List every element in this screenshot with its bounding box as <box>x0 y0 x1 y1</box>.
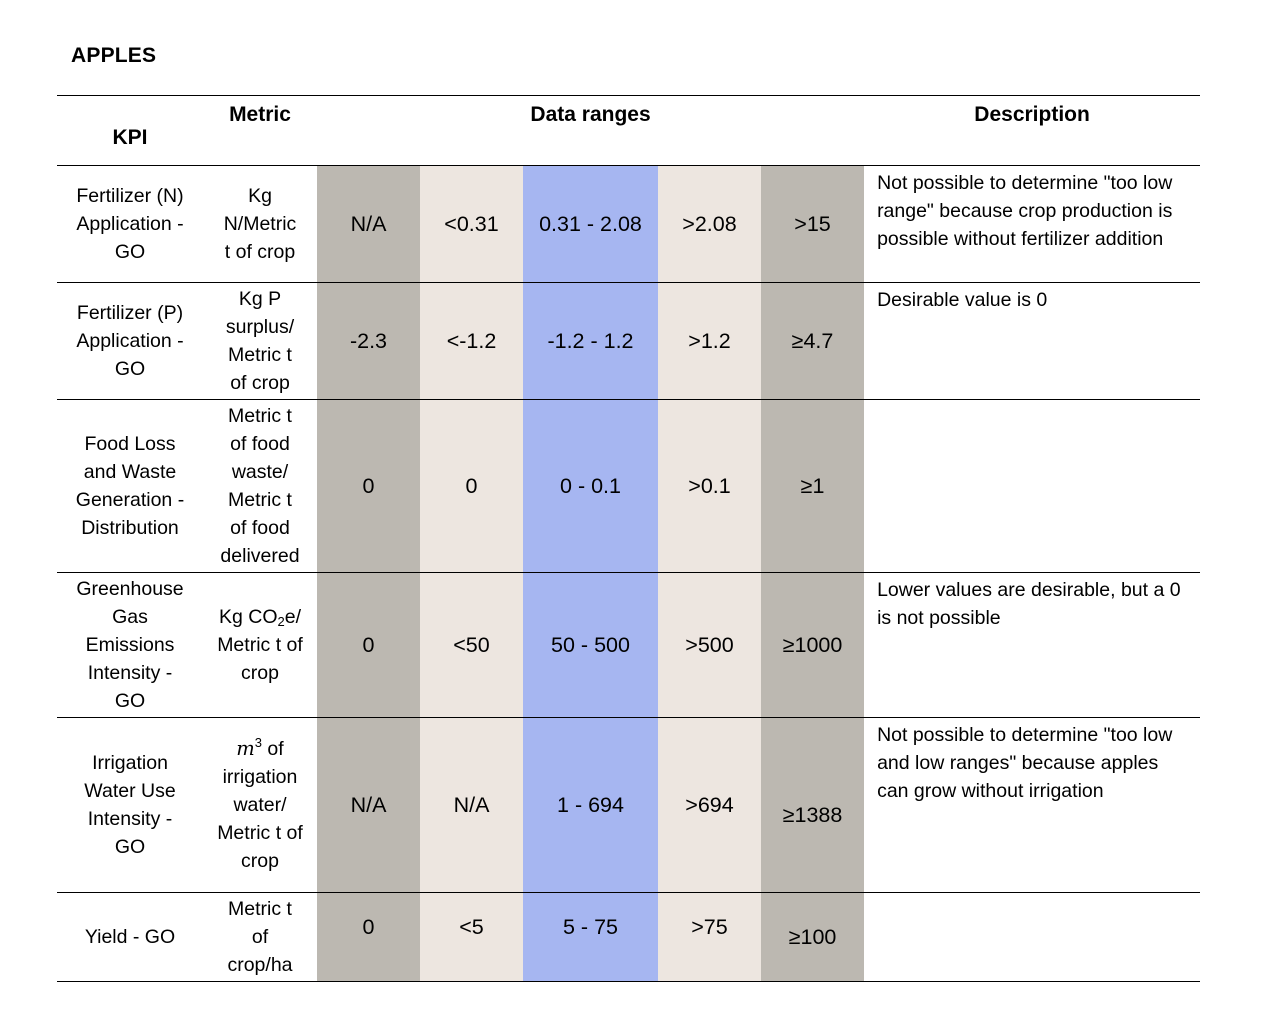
metric-cell: Kg CO2e/ Metric t of crop <box>203 572 317 718</box>
range-too-low: N/A <box>317 165 420 283</box>
range-too-high: ≥4.7 <box>761 282 865 400</box>
range-low: <-1.2 <box>420 282 523 400</box>
description-cell: Desirable value is 0 <box>864 282 1201 400</box>
range-too-high: ≥100 <box>761 892 865 982</box>
table-row: Yield - GO Metric t of crop/ha 0 <5 5 - 75… <box>57 892 1201 982</box>
range-low: <0.31 <box>420 165 523 283</box>
range-low: N/A <box>420 717 523 893</box>
range-too-high: >15 <box>761 165 865 283</box>
range-too-high: ≥1000 <box>761 572 865 718</box>
range-too-high: ≥1 <box>761 399 865 573</box>
metric-prefix: Kg CO <box>218 606 278 628</box>
metric-math-symbol: m <box>236 737 255 760</box>
range-high: >75 <box>658 892 761 982</box>
range-too-high: ≥1388 <box>761 717 865 893</box>
kpi-cell: Greenhouse Gas Emissions Intensity - GO <box>57 572 203 718</box>
header-kpi: KPI <box>57 95 203 166</box>
range-desirable: 5 - 75 <box>523 892 658 982</box>
kpi-table: KPI Metric Data ranges Description Ferti… <box>57 95 1201 982</box>
metric-cell: m3 of irrigation water/ Metric t of crop <box>203 717 317 893</box>
range-desirable: 1 - 694 <box>523 717 658 893</box>
metric-suffix: of irrigation water/ Metric t of crop <box>217 738 303 872</box>
range-too-low: 0 <box>317 892 420 982</box>
metric-suffix: e/ Metric t of crop <box>217 606 303 684</box>
header-row: KPI Metric Data ranges Description <box>57 95 1201 166</box>
header-description: Description <box>864 95 1201 166</box>
range-low: <5 <box>420 892 523 982</box>
range-high: >0.1 <box>658 399 761 573</box>
table-row: Food Loss and Waste Generation - Distributi… <box>57 399 1201 573</box>
range-too-low: 0 <box>317 572 420 718</box>
description-cell: Not possible to determine "too low and l… <box>864 717 1201 893</box>
description-cell <box>864 399 1201 573</box>
header-metric: Metric <box>203 95 317 166</box>
kpi-cell: Yield - GO <box>57 892 203 982</box>
description-cell <box>864 892 1201 982</box>
range-desirable: -1.2 - 1.2 <box>523 282 658 400</box>
range-desirable: 0 - 0.1 <box>523 399 658 573</box>
range-desirable: 0.31 - 2.08 <box>523 165 658 283</box>
document-title: APPLES <box>71 44 157 67</box>
range-low: 0 <box>420 399 523 573</box>
kpi-cell: Food Loss and Waste Generation - Distributi… <box>57 399 203 573</box>
description-cell: Lower values are desirable, but a 0 is n… <box>864 572 1201 718</box>
range-low: <50 <box>420 572 523 718</box>
range-high: >500 <box>658 572 761 718</box>
metric-cell: Kg N/Metric t of crop <box>203 165 317 283</box>
range-high: >1.2 <box>658 282 761 400</box>
table-row: Fertilizer (N) Application - GO Kg N/Metr… <box>57 165 1201 283</box>
metric-cell: Metric t of food waste/Metric t of food deli… <box>203 399 317 573</box>
range-too-low: 0 <box>317 399 420 573</box>
header-data-ranges: Data ranges <box>317 95 865 166</box>
range-desirable: 50 - 500 <box>523 572 658 718</box>
table-row: Greenhouse Gas Emissions Intensity - GO Kg C… <box>57 572 1201 718</box>
range-high: >2.08 <box>658 165 761 283</box>
metric-superscript: 3 <box>254 735 263 750</box>
range-high: >694 <box>658 717 761 893</box>
row-kpi-text: Fertilizer (N) Application - GO <box>0 0 1 1</box>
kpi-cell: Irrigation Water Use Intensity - GO <box>57 717 203 893</box>
range-too-low: N/A <box>317 717 420 893</box>
table-row: Irrigation Water Use Intensity - GO m3 of i… <box>57 717 1201 893</box>
kpi-cell: Fertilizer (P) Application - GO <box>57 282 203 400</box>
metric-cell: Metric t of crop/ha <box>203 892 317 982</box>
description-cell: Not possible to determine "too low range… <box>864 165 1201 283</box>
kpi-cell: Fertilizer (N) Application - GO <box>57 165 203 283</box>
metric-subscript: 2 <box>277 614 285 629</box>
range-too-low: -2.3 <box>317 282 420 400</box>
